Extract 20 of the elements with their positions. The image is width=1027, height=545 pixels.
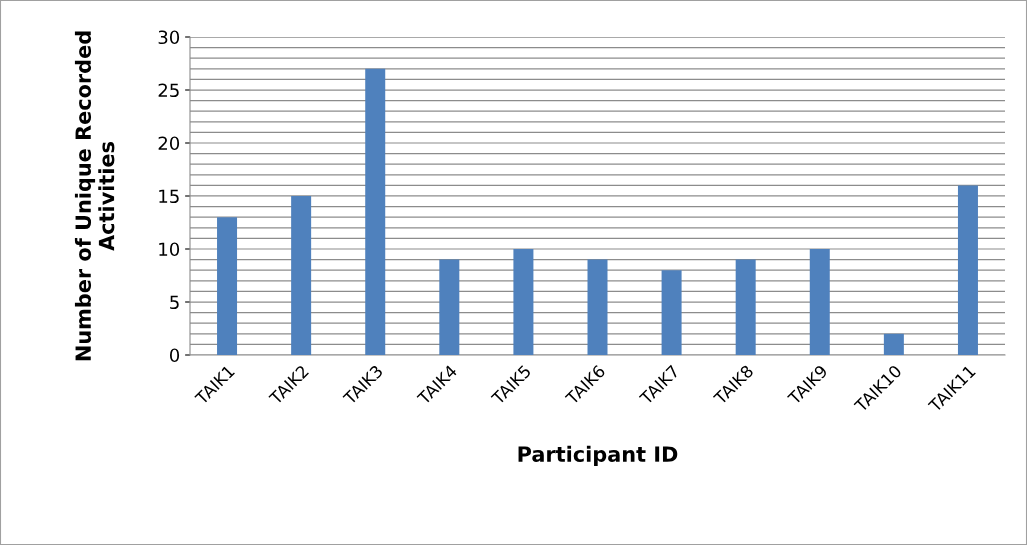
- bar: [217, 217, 238, 355]
- x-axis-title: Participant ID: [518, 445, 678, 467]
- bar: [365, 68, 386, 355]
- bar: [513, 249, 534, 355]
- bar: [291, 196, 312, 355]
- y-tick-label: 5: [170, 295, 179, 310]
- bar: [439, 259, 460, 355]
- y-tick-label: 20: [158, 136, 180, 151]
- y-tick-label: 30: [158, 30, 180, 45]
- bar: [883, 333, 904, 355]
- bar: [735, 259, 756, 355]
- bar: [587, 259, 608, 355]
- bar: [809, 249, 830, 355]
- y-tick-label: 10: [159, 242, 180, 257]
- bar: [661, 270, 682, 355]
- y-tick-label: 0: [169, 348, 180, 363]
- y-axis-title: Number of Unique Recorded Activities: [74, 31, 115, 361]
- bar: [957, 185, 978, 355]
- y-tick-label: 15: [159, 189, 179, 204]
- y-tick-label: 25: [158, 83, 179, 98]
